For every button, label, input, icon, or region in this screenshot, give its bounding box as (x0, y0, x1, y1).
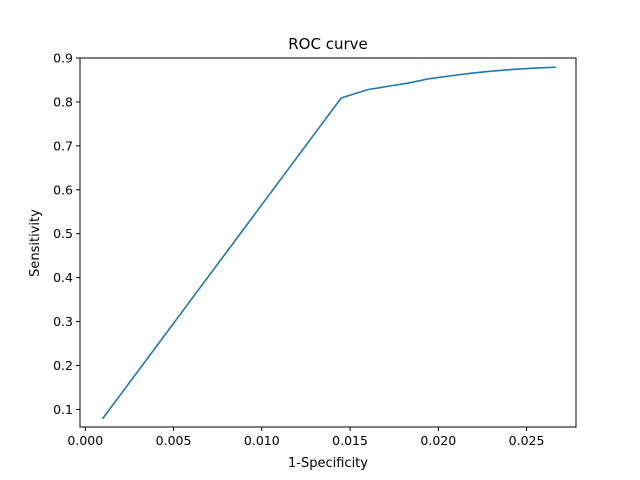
x-tick-label: 0.005 (156, 433, 192, 448)
y-tick-label: 0.5 (53, 226, 73, 241)
y-tick-label: 0.1 (53, 402, 73, 417)
x-tick-label: 0.020 (420, 433, 456, 448)
y-tick-label: 0.8 (53, 94, 73, 109)
y-tick-label: 0.4 (53, 270, 73, 285)
x-axis-ticks: 0.000 0.005 0.010 0.015 0.020 0.025 (67, 427, 544, 448)
y-tick-label: 0.7 (53, 138, 73, 153)
x-tick-label: 0.015 (332, 433, 368, 448)
roc-series-line (101, 66, 556, 420)
x-axis-label: 1-Specificity (288, 456, 368, 471)
y-axis-ticks: 0.1 0.2 0.3 0.4 0.5 0.6 0.7 0.8 0.9 (53, 51, 80, 417)
plot-frame (79, 57, 577, 428)
y-tick-label: 0.2 (53, 358, 73, 373)
chart-title: ROC curve (288, 35, 368, 53)
y-tick-label: 0.6 (53, 182, 73, 197)
y-tick-label: 0.3 (53, 314, 73, 329)
x-tick-label: 0.025 (509, 433, 545, 448)
x-tick-label: 0.010 (244, 433, 280, 448)
y-tick-label: 0.9 (53, 51, 73, 66)
x-tick-label: 0.000 (67, 433, 103, 448)
plot-area (101, 66, 556, 420)
y-axis-label: Sensitivity (28, 209, 43, 277)
